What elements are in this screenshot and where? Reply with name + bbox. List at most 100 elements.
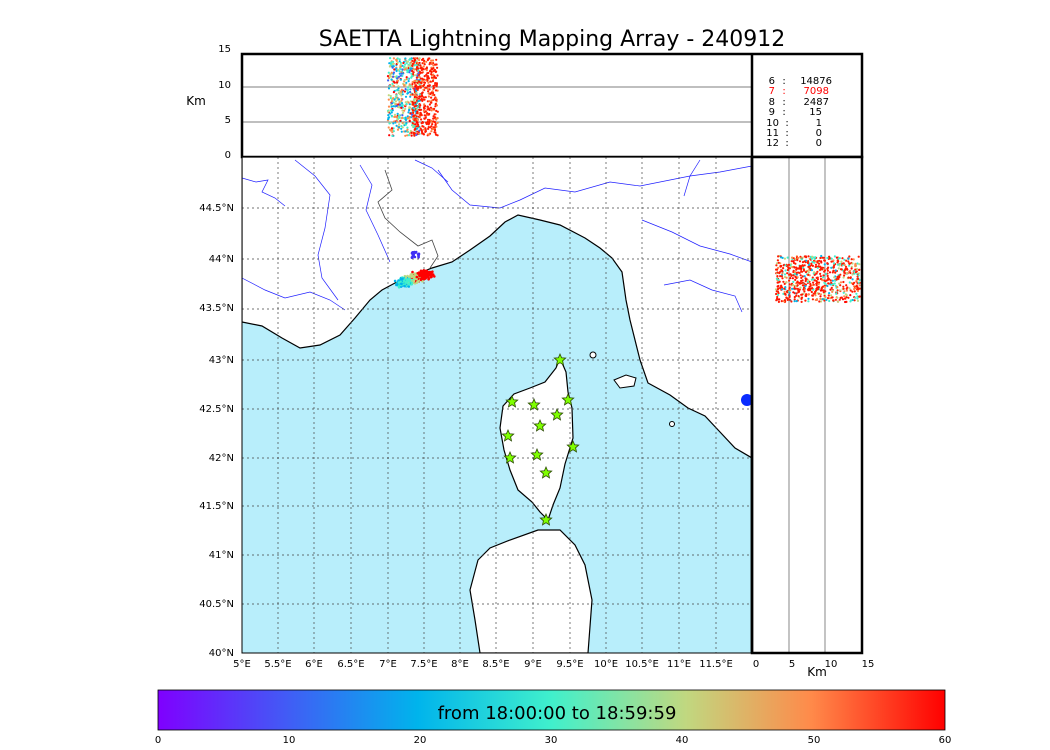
side-source-point: [777, 300, 781, 303]
altitude-source-point: [429, 80, 432, 83]
altitude-source-point: [389, 96, 392, 100]
side-source-point: [800, 293, 803, 296]
side-source-point: [812, 292, 815, 295]
lon-tick-label: 5°E: [233, 659, 251, 670]
altitude-source-point: [396, 112, 399, 115]
side-source-point: [775, 262, 779, 265]
station-count-table: 6 : 14876 7 : 7098 8 : 2487 9 : 15 10 :: [766, 76, 832, 149]
side-source-point: [811, 284, 814, 287]
altitude-source-point: [399, 90, 403, 93]
side-source-point: [849, 294, 852, 297]
altitude-source-point: [425, 60, 428, 63]
lightning-source-point: [433, 275, 436, 278]
station-count-row: 12 : 0: [766, 138, 822, 149]
altitude-source-point: [427, 127, 430, 130]
side-source-point: [783, 290, 786, 294]
side-source-point: [858, 295, 861, 298]
side-source-point: [776, 293, 780, 296]
altitude-source-point: [412, 57, 415, 60]
altitude-source-point: [433, 107, 436, 110]
side-source-point: [791, 287, 794, 290]
altitude-source-point: [413, 81, 416, 84]
lat-tick-label: 44.5°N: [199, 203, 234, 214]
side-axis-label: Km: [807, 665, 827, 679]
altitude-source-point: [396, 120, 399, 123]
altitude-source-point: [387, 71, 390, 74]
side-source-point: [828, 299, 831, 303]
svg-text::: :: [782, 107, 785, 118]
side-source-point: [836, 259, 839, 262]
altitude-source-point: [429, 61, 432, 64]
side-source-point: [796, 281, 799, 284]
alt-tick-label: 15: [218, 44, 231, 55]
side-source-point: [784, 286, 787, 289]
altitude-source-point: [392, 122, 395, 125]
lightning-source-point: [410, 255, 414, 259]
side-source-point: [854, 271, 858, 274]
lightning-source-point: [412, 279, 416, 283]
altitude-source-point: [403, 90, 406, 93]
altitude-source-point: [390, 115, 394, 118]
altitude-source-point: [400, 88, 403, 91]
lon-tick-label: 9°E: [524, 659, 542, 670]
altitude-source-point: [413, 68, 416, 71]
side-source-point: [785, 281, 788, 284]
altitude-source-point: [398, 70, 401, 73]
altitude-source-point: [394, 121, 397, 124]
station-count-row: 8 : 2487: [769, 97, 829, 108]
lightning-source-point: [427, 272, 431, 275]
altitude-source-point: [431, 128, 434, 131]
side-source-point: [799, 274, 802, 277]
altitude-source-point: [404, 95, 408, 98]
altitude-source-point: [404, 68, 407, 71]
side-source-point: [822, 289, 825, 292]
side-source-point: [856, 297, 859, 300]
altitude-source-point: [435, 63, 438, 66]
altitude-source-point: [420, 130, 424, 133]
altitude-source-point: [397, 126, 401, 129]
lightning-source-point: [429, 275, 433, 279]
side-source-point: [793, 298, 796, 301]
side-source-point: [800, 265, 803, 268]
lat-tick-label: 43°N: [209, 355, 234, 366]
side-source-point: [825, 273, 828, 276]
altitude-source-point: [407, 64, 410, 67]
altitude-panel: Km 0 5 10 15 6 : 14876 7 : 7098 8 : 2487…: [186, 44, 864, 161]
altitude-source-point: [387, 98, 390, 101]
lightning-source-point: [417, 252, 421, 256]
side-source-point: [817, 286, 820, 289]
altitude-source-point: [432, 115, 435, 118]
altitude-source-point: [431, 79, 435, 83]
altitude-source-point: [417, 80, 420, 83]
side-source-point: [830, 260, 833, 263]
side-source-point: [847, 276, 850, 279]
side-source-point: [787, 267, 790, 270]
altitude-source-point: [427, 95, 430, 98]
altitude-source-point: [435, 58, 438, 61]
altitude-source-point: [422, 68, 425, 71]
altitude-source-point: [401, 104, 404, 107]
altitude-source-point: [416, 61, 419, 65]
station-star-icon: [530, 447, 544, 461]
svg-text:11: 11: [766, 128, 779, 139]
side-source-point: [821, 285, 824, 288]
altitude-source-point: [402, 61, 405, 65]
side-source-point: [817, 265, 820, 268]
side-source-point: [807, 262, 810, 265]
altitude-source-point: [398, 106, 401, 109]
altitude-sources: [386, 57, 439, 137]
side-source-point: [797, 295, 800, 298]
altitude-source-point: [393, 68, 396, 71]
altitude-source-point: [401, 109, 404, 112]
side-sources: [774, 254, 861, 304]
altitude-source-point: [422, 109, 425, 112]
altitude-source-point: [399, 74, 402, 77]
side-source-point: [804, 271, 808, 274]
side-source-point: [824, 295, 827, 299]
altitude-source-point: [402, 111, 405, 114]
altitude-source-point: [426, 77, 429, 80]
figure-title: SAETTA Lightning Mapping Array - 240912: [319, 27, 786, 52]
altitude-source-point: [405, 81, 408, 84]
altitude-source-point: [396, 118, 399, 121]
side-source-point: [857, 274, 860, 277]
